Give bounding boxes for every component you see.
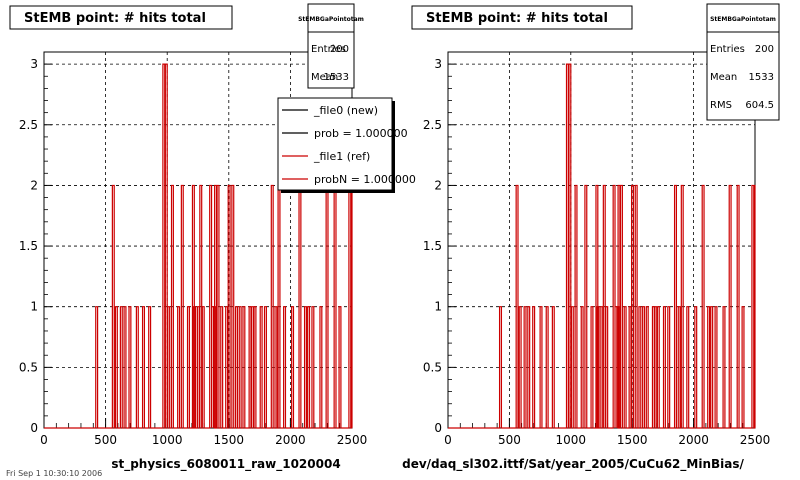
x-axis-label: dev/daq_sl302.ittf/Sat/year_2005/CuCu62_…: [402, 457, 744, 472]
stats-row-value: 1533: [324, 72, 349, 83]
x-tick-label: 1000: [556, 433, 587, 447]
stats-row-value: 1533: [749, 72, 774, 83]
stats-row-value: 604.5: [745, 100, 774, 111]
stats-box: [307, 3, 355, 89]
y-tick-label: 0.5: [423, 360, 442, 374]
x-tick-label: 500: [498, 433, 521, 447]
x-tick-label: 1500: [214, 433, 245, 447]
stats-row-value: 200: [755, 44, 774, 55]
y-tick-label: 3: [434, 57, 442, 71]
y-tick-label: 2.5: [19, 118, 38, 132]
y-tick-label: 0: [434, 421, 442, 435]
legend-entry-label: prob = 1.000000: [314, 127, 408, 140]
stats-box: [706, 3, 780, 121]
x-tick-label: 500: [94, 433, 117, 447]
y-tick-label: 2.5: [423, 118, 442, 132]
y-tick-label: 2: [30, 178, 38, 192]
stats-row-label: Mean: [710, 72, 737, 83]
stats-box-title: StEMBGaPointotam: [710, 16, 776, 23]
stats-row-label: Mean: [311, 72, 338, 83]
legend-entry-label: _file1 (ref): [313, 150, 370, 163]
right-panel: 0 0.5 1 1.5 2 2.5 3 0 500 1000 1500 2000 2500 StEMB p…: [402, 3, 780, 472]
x-tick-label: 0: [444, 433, 452, 447]
y-tick-label: 1: [434, 300, 442, 314]
y-tick-label: 1: [30, 300, 38, 314]
title-box: [411, 5, 633, 30]
left-panel: 0 0.5 1 1.5 2 2.5 3 0 500 1000 1500 2000 2500 StEMB p…: [9, 3, 416, 472]
y-tick-label: 3: [30, 57, 38, 71]
legend-entry-label: _file0 (new): [313, 104, 378, 117]
y-tick-label: 2: [434, 178, 442, 192]
stats-row-label: Entries: [311, 44, 346, 55]
x-tick-label: 2000: [275, 433, 306, 447]
legend-box: [277, 97, 393, 191]
stats-box-title: StEMBGaPointotam: [298, 16, 364, 23]
stats-row-value: 200: [330, 44, 349, 55]
legend-entry-label: probN = 1.000000: [314, 173, 416, 186]
stats-row-label: Entries: [710, 44, 745, 55]
x-tick-label: 0: [40, 433, 48, 447]
x-axis-label: st_physics_6080011_raw_1020004: [111, 457, 340, 472]
title-box: [9, 5, 233, 30]
chart-title: StEMB point: # hits total: [24, 11, 206, 26]
y-tick-label: 1.5: [423, 239, 442, 253]
x-tick-label: 2500: [337, 433, 368, 447]
x-tick-label: 2000: [678, 433, 709, 447]
y-tick-label: 1.5: [19, 239, 38, 253]
footer-timestamp: Fri Sep 1 10:30:10 2006: [6, 469, 102, 478]
histogram-series-line: [448, 63, 756, 429]
y-tick-label: 0.5: [19, 360, 38, 374]
x-tick-label: 1000: [152, 433, 183, 447]
y-tick-label: 0: [30, 421, 38, 435]
chart-title: StEMB point: # hits total: [426, 11, 608, 26]
histogram-series-line: [44, 63, 353, 429]
x-tick-label: 1500: [617, 433, 648, 447]
stats-row-label: RMS: [710, 100, 732, 111]
x-tick-label: 2500: [740, 433, 771, 447]
